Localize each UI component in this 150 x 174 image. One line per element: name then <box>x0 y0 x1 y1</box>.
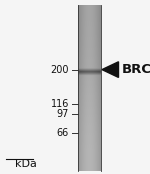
Text: 200: 200 <box>51 65 69 75</box>
Text: 97: 97 <box>57 109 69 119</box>
Text: 66: 66 <box>57 128 69 138</box>
Text: BRCA1: BRCA1 <box>122 63 150 76</box>
Polygon shape <box>102 62 119 77</box>
Text: 116: 116 <box>51 98 69 109</box>
Text: kDa: kDa <box>15 159 37 169</box>
